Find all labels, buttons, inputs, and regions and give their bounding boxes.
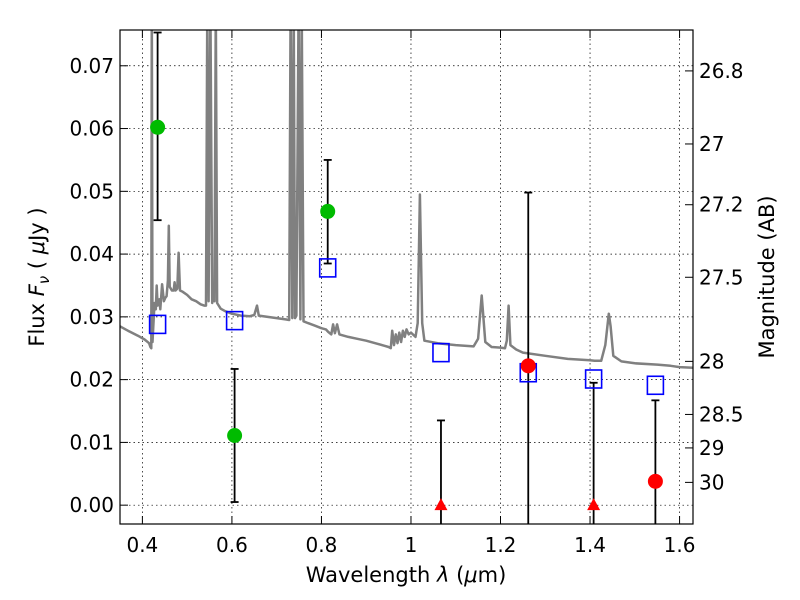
y2-tick-label: 30 [699,470,724,494]
y-tick-label: 0.03 [69,305,114,329]
y-tick-label: 0.05 [69,179,114,203]
upper-limit-triangle [587,498,601,511]
model-flux-square [646,375,665,396]
model-flux-square [584,369,603,389]
y2-tick-label: 27.5 [699,265,744,289]
y-axis-label: Flux Fν ( μJy ) [25,207,53,346]
y-tick-label: 0.02 [69,368,114,392]
y-tick-label: 0.04 [69,242,114,266]
y-tick-label: 0.06 [69,117,114,141]
observed-flux-point [150,119,166,135]
x-axis-label: Wavelength λ (μm) [306,563,507,587]
tick-labels: 0.4 0.6 0.8 1 1.2 1.4 1.6 0.00 0.01 0.02 0.03 0.04 0… [69,54,743,557]
model-flux-square [432,342,450,363]
x-tick-label: 0.4 [126,533,158,557]
y-tick-label: 0.07 [69,54,114,78]
x-tick-label: 0.8 [306,533,338,557]
y2-tick-label: 27 [699,132,724,156]
observed-flux-point [227,427,243,443]
y2-tick-label: 29 [699,436,724,460]
y-tick-label: 0.00 [69,493,114,517]
axis-ticks [120,30,693,524]
x-tick-label: 1.4 [574,533,606,557]
observed-flux-point [520,358,536,374]
y2-tick-label: 26.8 [699,59,744,83]
y2-tick-label: 28.5 [699,402,744,426]
y2-tick-label: 28 [699,349,724,373]
x-tick-label: 1.2 [485,533,517,557]
model-flux-square [318,258,337,278]
model-flux-square [225,310,244,331]
y-tick-label: 0.01 [69,430,114,454]
model-flux-square [148,314,167,335]
x-tick-label: 1 [405,533,418,557]
observed-flux-point [320,203,336,219]
y2-axis-label: Magnitude (AB) [755,195,779,358]
upper-limit-triangle [434,498,448,511]
x-tick-label: 0.6 [216,533,248,557]
x-tick-label: 1.6 [664,533,696,557]
error-bars [153,31,660,524]
model-spectrum-line [120,30,693,369]
y2-tick-label: 27.2 [699,193,744,217]
data-markers [148,119,665,511]
observed-flux-point [647,473,663,489]
